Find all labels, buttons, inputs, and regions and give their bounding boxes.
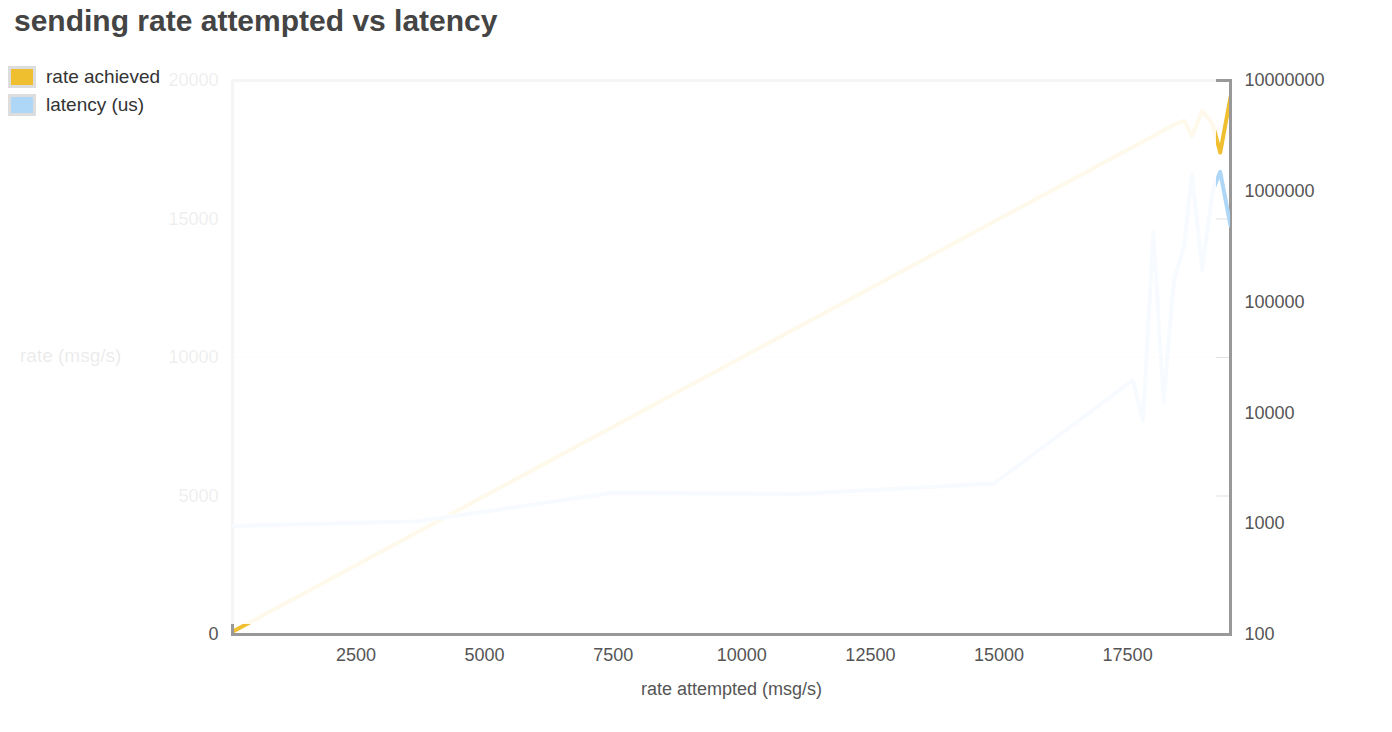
svg-text:12500: 12500 <box>845 645 895 665</box>
svg-text:100: 100 <box>1245 624 1275 644</box>
svg-text:15000: 15000 <box>974 645 1024 665</box>
html-text:latency (us): latency (us) <box>46 94 145 115</box>
html-text:sending rate attempted vs late: sending rate attempted vs latency <box>14 4 498 37</box>
html-text:rate (msg/s): rate (msg/s) <box>20 345 122 366</box>
svg-text:1000: 1000 <box>1245 513 1285 533</box>
svg-text:0: 0 <box>208 624 218 644</box>
svg-text:100000: 100000 <box>1245 292 1305 312</box>
svg-text:7500: 7500 <box>593 645 633 665</box>
svg-text:2500: 2500 <box>336 645 376 665</box>
svg-text:rate attempted (msg/s): rate attempted (msg/s) <box>641 679 822 699</box>
svg-text:10000: 10000 <box>1245 403 1295 423</box>
svg-text:1000000: 1000000 <box>1245 181 1315 201</box>
svg-text:17500: 17500 <box>1103 645 1153 665</box>
html-text:rate achieved: rate achieved <box>46 66 161 87</box>
svg-text:5000: 5000 <box>465 645 505 665</box>
svg-text:10000000: 10000000 <box>1245 70 1325 90</box>
svg-text:10000: 10000 <box>717 645 767 665</box>
